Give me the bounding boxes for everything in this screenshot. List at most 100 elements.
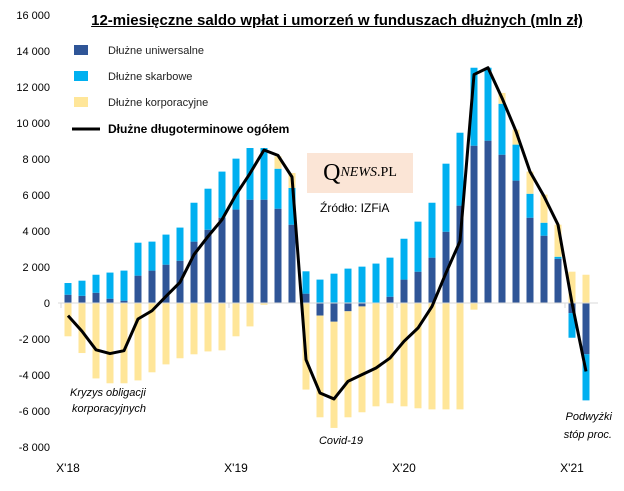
x-tick-label: X'20: [392, 461, 416, 475]
y-tick-label: 8 000: [22, 154, 50, 166]
bar-dłużne-skarbowe: [372, 263, 380, 303]
bar-dłużne-uniwersalne: [190, 241, 198, 303]
bar-dłużne-skarbowe: [484, 67, 492, 141]
bar-dłużne-skarbowe: [554, 256, 562, 259]
annotation: korporacyjnych: [72, 403, 146, 415]
bar-dłużne-korporacyjne: [330, 321, 338, 428]
bar-dłużne-skarbowe: [358, 266, 366, 303]
bar-dłużne-skarbowe: [260, 148, 268, 200]
bar-dłużne-uniwersalne: [260, 199, 268, 303]
bar-dłużne-uniwersalne: [204, 229, 212, 303]
bar-dłużne-uniwersalne: [134, 275, 142, 303]
bar-dłużne-skarbowe: [456, 132, 464, 206]
line-total: [66, 66, 588, 401]
bar-dłużne-korporacyjne: [78, 303, 86, 354]
bar-dłużne-skarbowe: [92, 274, 100, 293]
bar-dłużne-korporacyjne: [260, 303, 268, 305]
bar-dłużne-korporacyjne: [456, 303, 464, 410]
bar-dłużne-uniwersalne: [288, 224, 296, 303]
bar-dłużne-skarbowe: [106, 272, 114, 299]
logo-q: Q: [323, 159, 341, 186]
bar-dłużne-korporacyjne: [162, 303, 170, 365]
bar-dłużne-korporacyjne: [64, 303, 72, 337]
bar-dłużne-skarbowe: [64, 283, 72, 295]
y-tick-label: -8 000: [19, 442, 50, 454]
bar-dłużne-korporacyjne: [414, 303, 422, 409]
annotation: Covid-19: [319, 435, 363, 447]
bar-dłużne-skarbowe: [568, 313, 576, 338]
bar-dłużne-korporacyjne: [526, 171, 534, 194]
bar-dłużne-korporacyjne: [274, 156, 282, 169]
bar-dłużne-korporacyjne: [386, 303, 394, 404]
bar-dłużne-skarbowe: [78, 280, 86, 296]
bar-dłużne-skarbowe: [428, 202, 436, 258]
bar-dłużne-skarbowe: [400, 238, 408, 280]
y-tick-label: -4 000: [19, 370, 50, 382]
bar-dłużne-korporacyjne: [344, 311, 352, 418]
bar-dłużne-uniwersalne: [274, 208, 282, 303]
legend-label: Dłużne uniwersalne: [108, 45, 204, 57]
annotation: Podwyżki: [566, 411, 613, 423]
bar-dłużne-uniwersalne: [386, 296, 394, 303]
bar-dłużne-skarbowe: [582, 354, 590, 401]
bar-dłużne-uniwersalne: [358, 303, 366, 307]
bar-dłużne-skarbowe: [470, 67, 478, 146]
y-tick-label: 10 000: [16, 118, 50, 130]
bar-dłużne-uniwersalne: [302, 293, 310, 303]
bar-dłużne-uniwersalne: [344, 303, 352, 312]
bar-dłużne-uniwersalne: [330, 303, 338, 322]
legend-swatch: [74, 71, 88, 81]
bar-dłużne-skarbowe: [512, 144, 520, 181]
bar-dłużne-uniwersalne: [64, 294, 72, 303]
bar-dłużne-skarbowe: [232, 158, 240, 210]
y-tick-label: 4 000: [22, 226, 50, 238]
bar-dłużne-skarbowe: [386, 257, 394, 297]
bar-dłużne-skarbowe: [316, 279, 324, 303]
bar-dłużne-skarbowe: [204, 188, 212, 230]
bar-dłużne-uniwersalne: [316, 303, 324, 316]
x-tick-label: X'19: [224, 461, 248, 475]
bar-dłużne-uniwersalne: [78, 295, 86, 303]
bar-dłużne-skarbowe: [344, 268, 352, 303]
bar-dłużne-korporacyjne: [190, 303, 198, 355]
bar-dłużne-korporacyjne: [232, 303, 240, 337]
bar-dłużne-uniwersalne: [162, 264, 170, 303]
bar-dłużne-korporacyjne: [204, 303, 212, 352]
bar-dłużne-uniwersalne: [92, 292, 100, 303]
bar-dłużne-korporacyjne: [554, 224, 562, 257]
legend-label: Dłużne korporacyjne: [108, 97, 208, 109]
bar-dłużne-uniwersalne: [148, 270, 156, 303]
bar-dłużne-uniwersalne: [456, 205, 464, 303]
bar-dłużne-skarbowe: [330, 273, 338, 303]
bar-dłużne-uniwersalne: [498, 154, 506, 303]
bar-dłużne-korporacyjne: [358, 306, 366, 413]
bar-dłużne-korporacyjne: [582, 274, 590, 303]
y-tick-label: 6 000: [22, 190, 50, 202]
bar-dłużne-korporacyjne: [176, 303, 184, 359]
bar-dłużne-uniwersalne: [554, 258, 562, 303]
bar-dłużne-skarbowe: [162, 234, 170, 265]
bar-dłużne-korporacyjne: [246, 303, 254, 327]
legend-label: Dłużne długoterminowe ogółem: [108, 122, 289, 136]
bar-dłużne-uniwersalne: [232, 209, 240, 303]
bar-dłużne-korporacyjne: [218, 303, 226, 351]
legend-swatch: [74, 45, 88, 55]
bar-dłużne-skarbowe: [176, 227, 184, 261]
bar-dłużne-korporacyjne: [148, 303, 156, 373]
y-tick-label: 12 000: [16, 82, 50, 94]
y-tick-label: 16 000: [16, 10, 50, 22]
bar-dłużne-korporacyjne: [372, 303, 380, 407]
bar-dłużne-korporacyjne: [512, 129, 520, 145]
y-tick-label: 2 000: [22, 262, 50, 274]
bar-dłużne-skarbowe: [302, 271, 310, 294]
bar-dłużne-skarbowe: [148, 241, 156, 271]
bar-dłużne-skarbowe: [120, 270, 128, 301]
chart-title: 12-miesięczne saldo wpłat i umorzeń w fu…: [91, 12, 583, 29]
bar-dłużne-uniwersalne: [442, 231, 450, 303]
bar-dłużne-skarbowe: [134, 242, 142, 276]
bar-dłużne-uniwersalne: [484, 140, 492, 303]
y-tick-label: 14 000: [16, 46, 50, 58]
legend-label: Dłużne skarbowe: [108, 71, 192, 83]
bar-dłużne-skarbowe: [190, 202, 198, 242]
bar-dłużne-uniwersalne: [582, 303, 590, 355]
